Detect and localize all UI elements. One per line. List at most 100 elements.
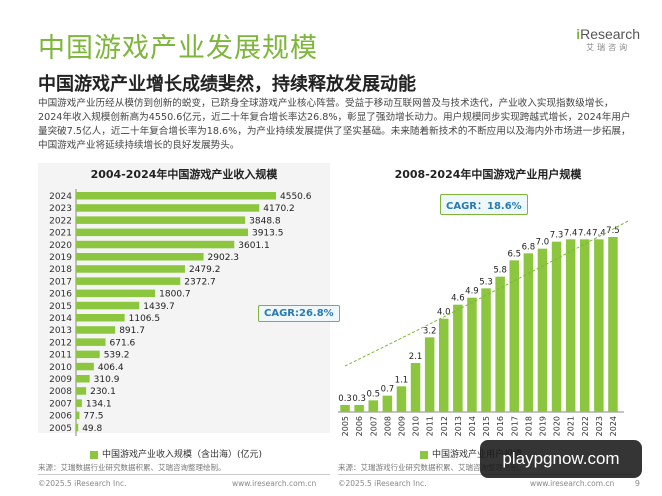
source-right: 来源：艾瑞游戏行业研究数据积累、艾瑞咨询整理绘制。	[338, 463, 526, 472]
data-label: 0.5	[366, 389, 380, 399]
x-tick-label: 2006	[355, 416, 364, 436]
data-label: 2.1	[409, 352, 423, 362]
data-label: 4.0	[437, 308, 451, 318]
users-bar-chart: 0.3 2005 0.3 2006 0.5 2007 0.7 2008 1.1 2009 2.1 20…	[338, 219, 631, 436]
x-tick-label: 2014	[468, 416, 477, 436]
right-legend: 中国游戏产业用户规模	[420, 447, 522, 460]
x-tick-label: 2019	[538, 416, 547, 436]
x-tick-label: 2016	[496, 416, 505, 436]
users-bar	[594, 239, 604, 412]
users-bar	[396, 386, 407, 412]
y-tick-label: 2019	[49, 253, 72, 263]
y-tick-label: 2006	[49, 412, 72, 422]
y-tick-label: 2010	[49, 363, 72, 373]
x-tick-label: 2021	[567, 416, 576, 436]
users-bar	[467, 297, 477, 412]
revenue-bar-chart: 2024 4550.6 2023 4170.2 2022 3848.8 2021 3913.5…	[49, 189, 312, 436]
page-subtitle: 中国游戏产业增长成绩斐然，持续释放发展动能	[38, 74, 416, 95]
page-number: 9	[634, 479, 640, 488]
revenue-bar	[76, 387, 87, 395]
data-label: 5.8	[493, 266, 507, 276]
y-tick-label: 2011	[49, 351, 72, 361]
logo-brand-i: i	[576, 26, 581, 42]
revenue-bar	[76, 375, 90, 383]
x-tick-label: 2013	[454, 416, 463, 436]
data-label: 4550.6	[280, 192, 312, 202]
y-tick-label: 2008	[49, 387, 72, 397]
x-tick-label: 2012	[440, 416, 449, 436]
y-tick-label: 2016	[49, 290, 72, 300]
y-tick-label: 2009	[49, 375, 72, 385]
users-bar	[354, 405, 364, 412]
data-label: 4170.2	[263, 204, 295, 214]
users-bar	[382, 395, 393, 412]
data-label: 7.4	[592, 228, 606, 238]
data-label: 1.1	[395, 375, 409, 385]
data-label: 1439.7	[143, 302, 175, 312]
x-tick-label: 2011	[426, 416, 435, 436]
revenue-bar	[76, 301, 140, 310]
left-legend: 中国游戏产业收入规模（含出海）(亿元)	[90, 447, 262, 460]
source-left: 来源：艾瑞数据行业研究数据积累、艾瑞咨询整理绘制。	[38, 463, 226, 472]
left-chart-title: 2004-2024年中国游戏产业收入规模	[90, 168, 278, 181]
data-label: 2372.7	[184, 277, 216, 287]
revenue-bar	[76, 314, 125, 322]
revenue-bar	[76, 399, 82, 407]
revenue-bar	[76, 216, 246, 224]
watermark-badge: playpgnow.com	[480, 440, 642, 478]
users-bar	[340, 405, 350, 412]
revenue-bar	[76, 240, 235, 249]
data-label: 77.5	[83, 412, 103, 422]
users-bar	[509, 260, 519, 412]
revenue-bar	[76, 192, 276, 200]
revenue-bar	[76, 362, 94, 371]
revenue-bar	[76, 338, 106, 346]
users-bar	[410, 363, 421, 412]
data-label: 4.6	[451, 294, 465, 304]
revenue-bar	[76, 265, 185, 273]
data-label: 3.2	[423, 326, 437, 336]
revenue-bar	[76, 228, 248, 237]
y-tick-label: 2017	[49, 277, 72, 287]
left-cagr-badge: CAGR:26.8%	[258, 305, 340, 322]
revenue-bar	[76, 277, 181, 285]
footer-divider-left	[38, 474, 330, 475]
users-bar	[368, 400, 378, 412]
copyright-left: ©2025.5 iResearch Inc.	[38, 479, 127, 488]
users-bar	[481, 288, 491, 412]
data-label: 671.6	[110, 338, 136, 348]
trend-curve	[344, 219, 631, 367]
y-tick-label: 2012	[49, 338, 72, 348]
data-label: 0.3	[338, 394, 352, 404]
y-tick-label: 2021	[49, 229, 72, 239]
revenue-bar	[76, 253, 204, 261]
y-tick-label: 2022	[49, 216, 72, 226]
data-label: 134.1	[86, 399, 112, 409]
x-tick-label: 2010	[412, 416, 421, 436]
data-label: 7.4	[564, 228, 578, 238]
y-tick-label: 2015	[49, 302, 72, 312]
data-label: 0.7	[381, 385, 395, 395]
left-legend-label: 中国游戏产业收入规模（含出海）(亿元)	[102, 450, 263, 460]
data-label: 7.3	[550, 231, 564, 241]
legend-swatch	[420, 450, 428, 459]
users-bar	[495, 276, 505, 412]
revenue-bar	[76, 350, 100, 359]
data-label: 5.3	[479, 277, 493, 287]
data-label: 1106.5	[129, 314, 161, 324]
data-label: 310.9	[94, 375, 120, 385]
revenue-bar	[76, 204, 260, 212]
x-tick-label: 2018	[524, 416, 533, 436]
x-tick-label: 2020	[553, 416, 562, 436]
x-tick-label: 2015	[482, 416, 491, 436]
revenue-bar	[76, 326, 116, 334]
x-tick-label: 2008	[383, 416, 392, 436]
data-label: 7.4	[578, 228, 592, 238]
users-bar	[424, 337, 435, 412]
data-label: 4.9	[465, 287, 479, 297]
x-tick-label: 2007	[369, 416, 378, 436]
data-label: 6.5	[507, 249, 521, 259]
legend-swatch	[90, 450, 98, 459]
right-cagr-badge: CAGR：18.6%	[440, 194, 528, 215]
users-bar	[608, 237, 618, 412]
